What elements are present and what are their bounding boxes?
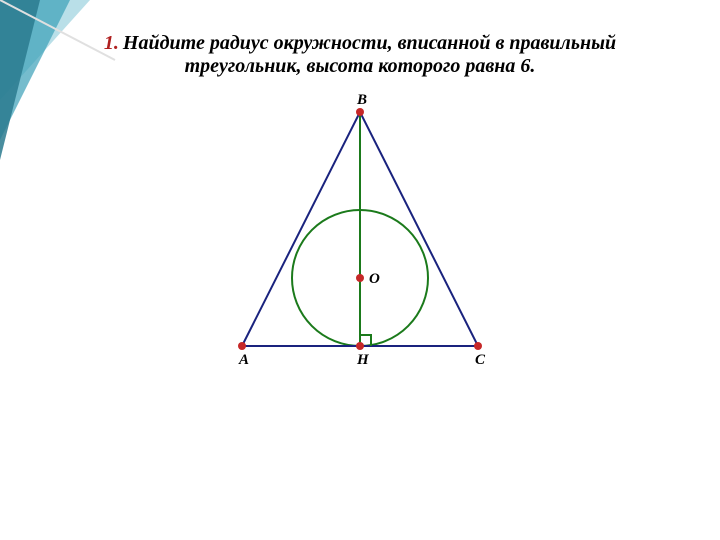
geometry-diagram: A B C H O (218, 94, 502, 374)
slide-corner-accent (0, 0, 140, 160)
svg-text:B: B (356, 94, 367, 108)
problem-number: 1. (104, 32, 119, 54)
svg-text:H: H (356, 352, 370, 368)
svg-text:O: O (369, 271, 380, 287)
problem-text: Найдите радиус окружности, вписанной в п… (123, 32, 616, 77)
svg-text:C: C (475, 352, 486, 368)
problem-statement: 1. Найдите радиус окружности, вписанной … (0, 32, 720, 78)
svg-text:A: A (238, 352, 249, 368)
